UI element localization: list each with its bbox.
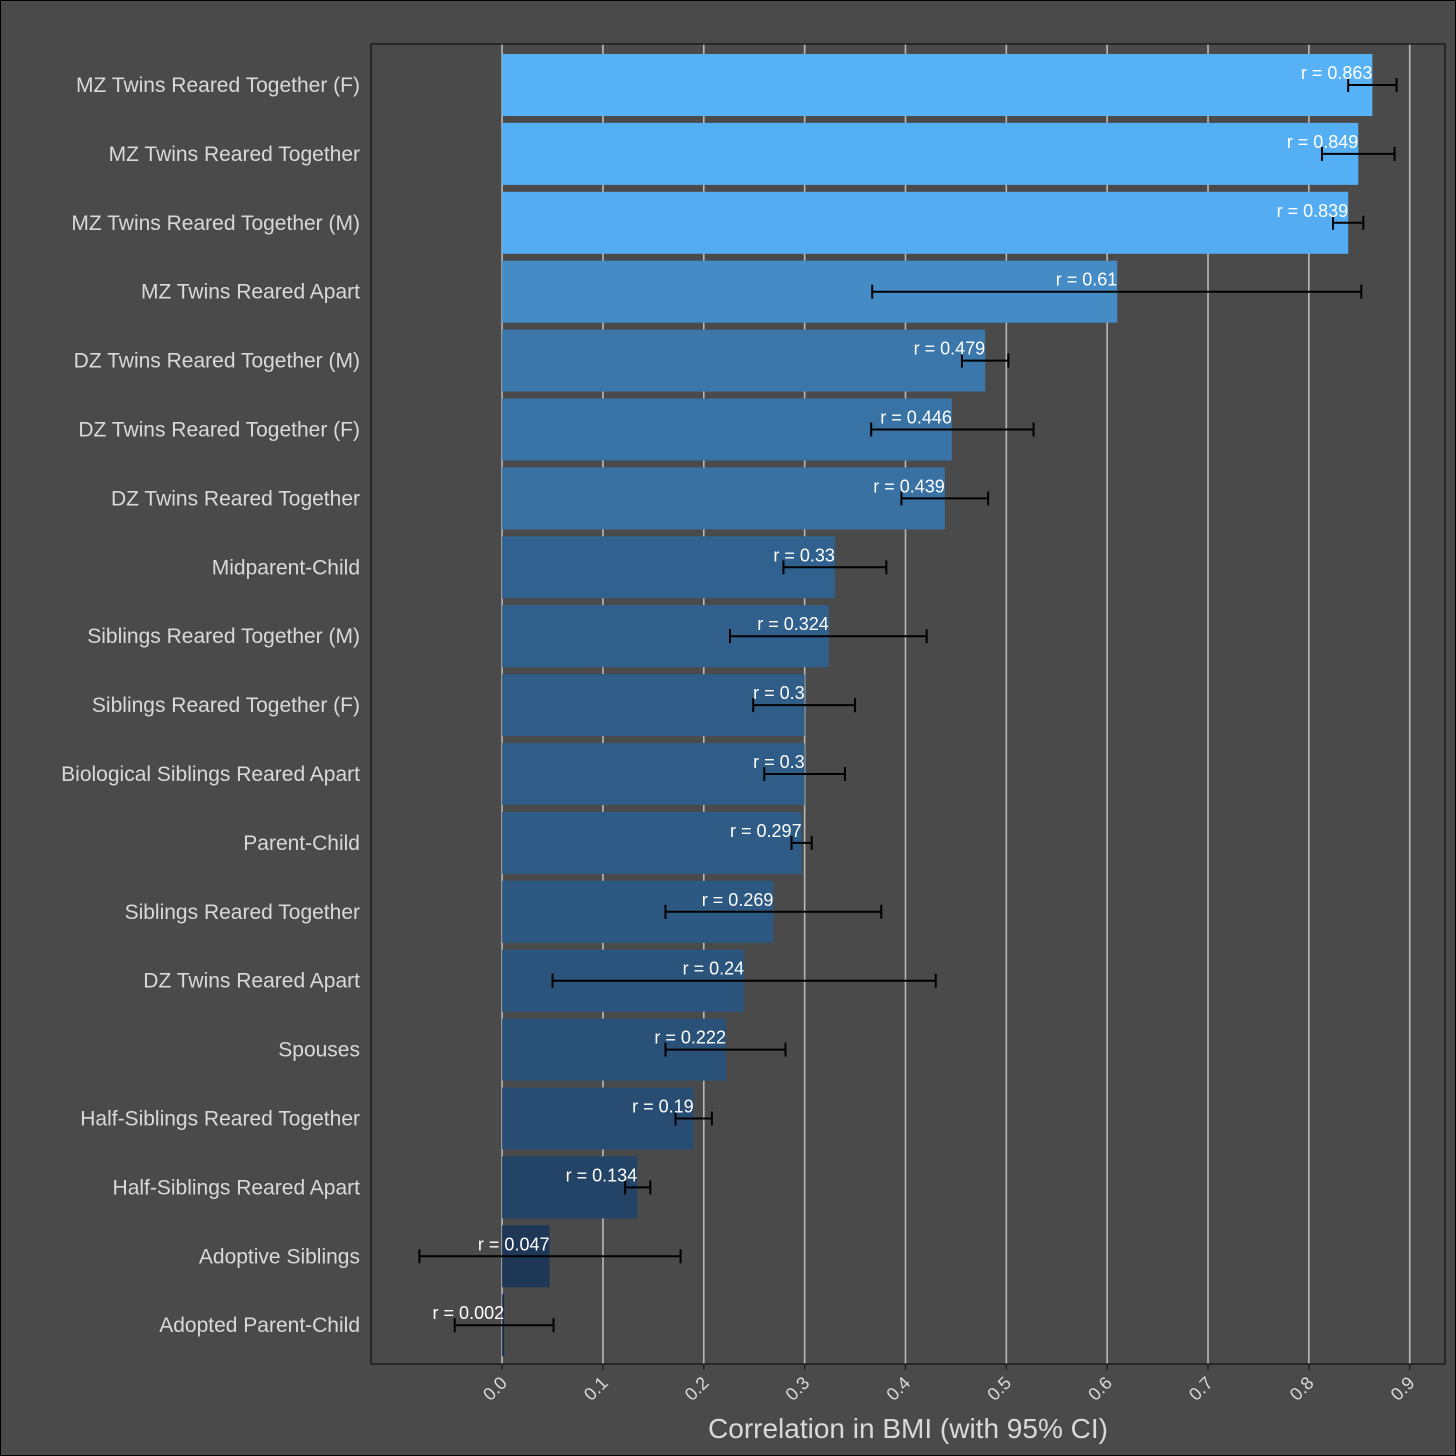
y-category-label: Spouses	[278, 1039, 360, 1062]
x-axis-title: Correlation in BMI (with 95% CI)	[708, 1413, 1108, 1444]
y-category-label: Half-Siblings Reared Together	[80, 1108, 360, 1131]
plot-panel-border	[370, 43, 1446, 1365]
data-label: r = 0.439	[873, 476, 945, 496]
x-tick-label: 0.2	[681, 1373, 713, 1405]
data-label: r = 0.33	[773, 545, 835, 565]
data-label: r = 0.269	[702, 890, 774, 910]
x-tick-label: 0.7	[1185, 1373, 1217, 1405]
x-tick-label: 0.6	[1084, 1373, 1116, 1405]
x-tick-label: 0.0	[479, 1373, 511, 1405]
x-tick-label: 0.3	[782, 1373, 814, 1405]
y-category-label: MZ Twins Reared Together (F)	[76, 74, 360, 97]
y-category-label: MZ Twins Reared Together (M)	[71, 212, 360, 235]
data-label: r = 0.19	[632, 1097, 694, 1117]
y-category-label: Adoptive Siblings	[199, 1245, 360, 1268]
y-category-label: MZ Twins Reared Apart	[141, 281, 360, 304]
y-category-label: DZ Twins Reared Together (M)	[74, 350, 360, 373]
y-category-label: Parent-Child	[243, 832, 360, 855]
bar	[502, 191, 1349, 254]
bar	[502, 1087, 694, 1150]
x-tick-label: 0.4	[882, 1373, 914, 1405]
data-label: r = 0.002	[433, 1303, 505, 1323]
y-category-label: Midparent-Child	[212, 556, 360, 579]
data-label: r = 0.3	[753, 683, 805, 703]
x-tick-label: 0.5	[983, 1373, 1015, 1405]
data-label: r = 0.863	[1301, 63, 1373, 83]
y-axis-labels: MZ Twins Reared Together (F) MZ Twins Rea…	[61, 74, 360, 1337]
error-bars	[418, 78, 1398, 1333]
y-category-label: Half-Siblings Reared Apart	[113, 1176, 361, 1199]
data-label: r = 0.24	[683, 959, 745, 979]
bar	[502, 743, 805, 805]
data-label: r = 0.297	[730, 821, 802, 841]
bar	[502, 54, 1373, 116]
x-axis-ticks: 0.0 0.1 0.2 0.3 0.4 0.5 0.6 0.7 0.8 0.9	[479, 1364, 1419, 1405]
bar	[502, 1156, 638, 1219]
data-label: r = 0.3	[753, 752, 805, 772]
data-label: r = 0.222	[654, 1028, 726, 1048]
y-category-label: Biological Siblings Reared Apart	[61, 763, 360, 786]
data-label: r = 0.324	[757, 614, 829, 634]
bar	[502, 467, 945, 530]
data-label: r = 0.839	[1277, 201, 1349, 221]
bars	[502, 54, 1373, 1357]
x-tick-label: 0.8	[1286, 1373, 1318, 1405]
x-tick-label: 0.1	[580, 1373, 612, 1405]
y-category-label: DZ Twins Reared Apart	[143, 970, 360, 993]
y-category-label: MZ Twins Reared Together	[109, 143, 360, 166]
y-category-label: DZ Twins Reared Together (F)	[78, 419, 360, 442]
y-category-label: Siblings Reared Together	[125, 901, 360, 924]
data-label: r = 0.479	[914, 339, 986, 359]
x-tick-label: 0.9	[1387, 1373, 1419, 1405]
data-label: r = 0.446	[880, 408, 952, 428]
data-label: r = 0.134	[566, 1165, 638, 1185]
y-category-label: Siblings Reared Together (M)	[87, 625, 360, 648]
y-category-label: Siblings Reared Together (F)	[92, 694, 360, 717]
data-labels: r = 0.863 r = 0.849 r = 0.839 r = 0.61 r = 0…	[433, 63, 1373, 1323]
bar	[502, 329, 986, 392]
data-label: r = 0.047	[478, 1234, 550, 1254]
bar	[502, 122, 1359, 185]
y-category-label: DZ Twins Reared Together	[111, 487, 360, 510]
bar	[502, 536, 835, 599]
data-label: r = 0.849	[1287, 132, 1359, 152]
y-category-label: Adopted Parent-Child	[159, 1314, 360, 1337]
data-label: r = 0.61	[1056, 270, 1118, 290]
bar	[502, 811, 802, 874]
